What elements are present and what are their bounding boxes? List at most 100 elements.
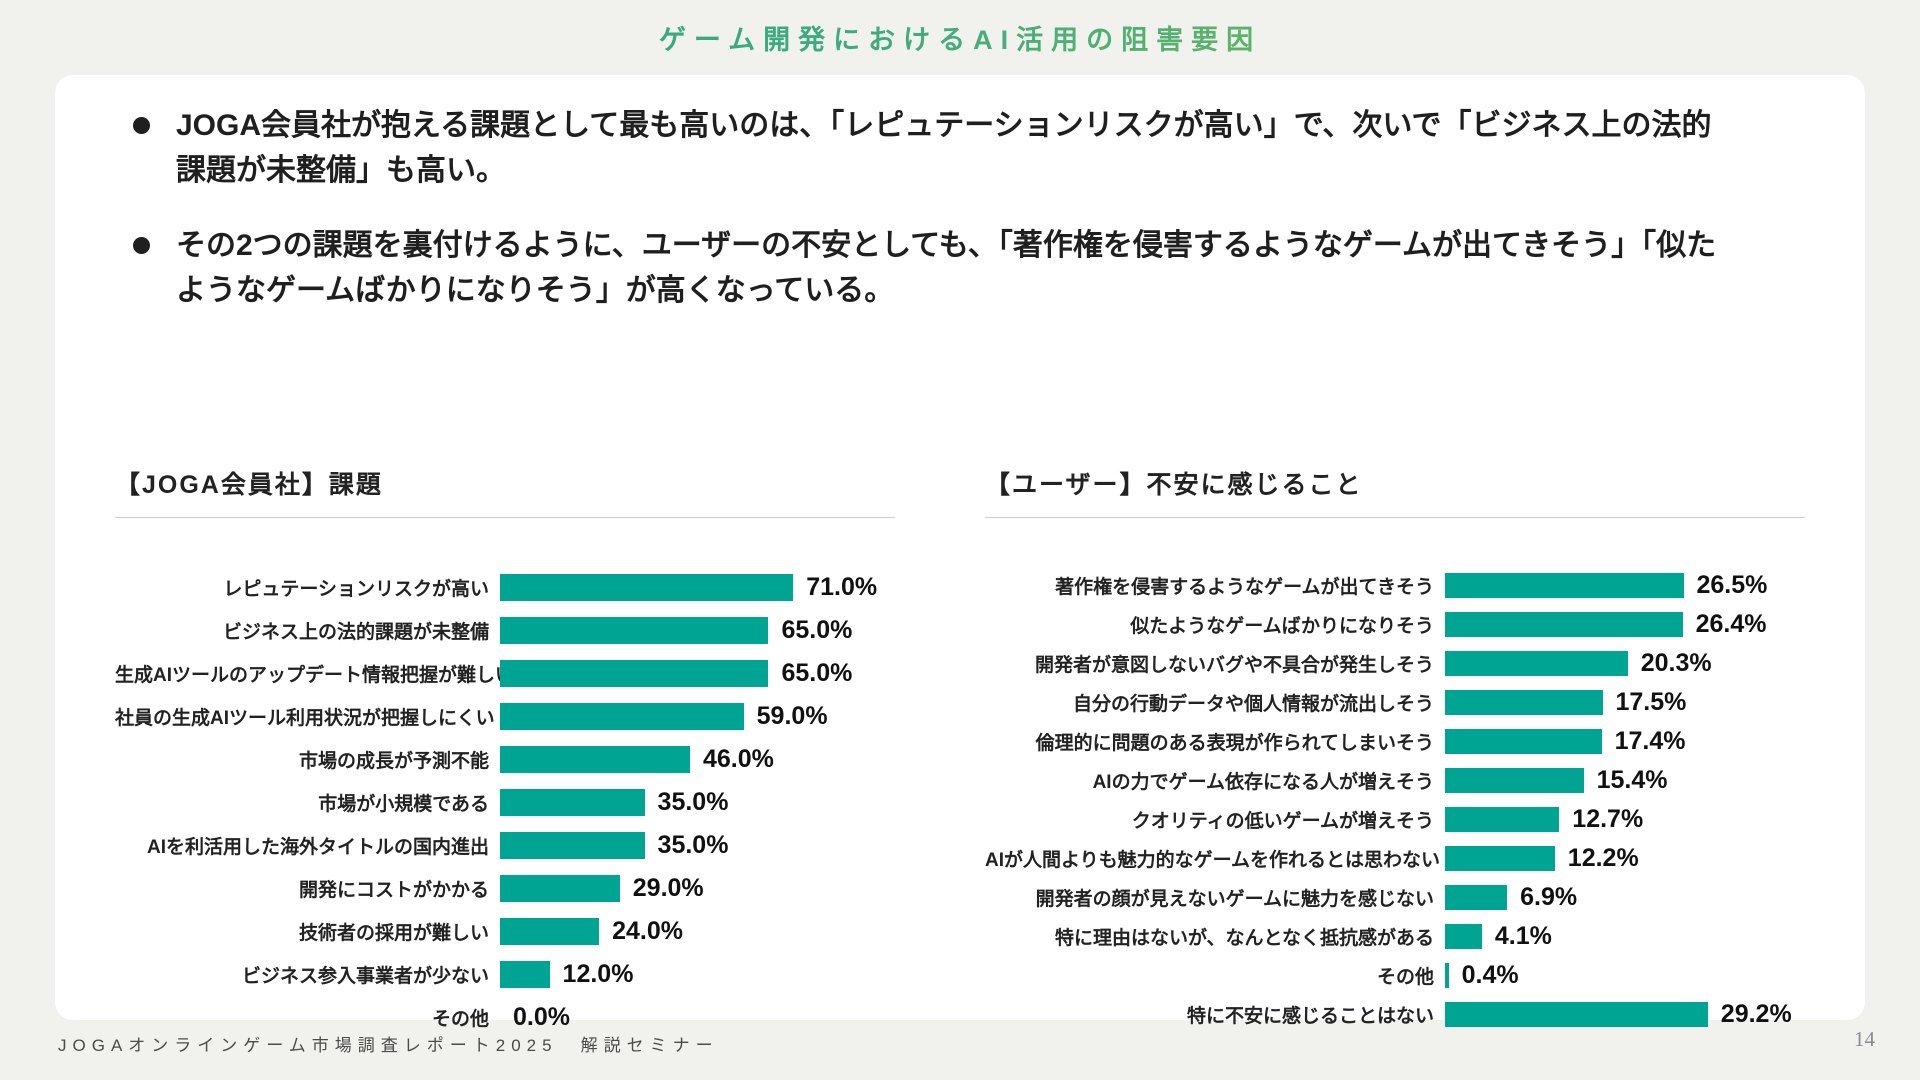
bar-value-label: 35.0%	[657, 788, 729, 816]
bar-value-label: 26.5%	[1696, 571, 1768, 599]
bar-row: 開発にコストがかかる 29.0%	[115, 867, 895, 910]
bar-track: 20.3%	[1445, 649, 1805, 678]
bullet-text-2: その2つの課題を裏付けるように、ユーザーの不安としても、「著作権を侵害するような…	[176, 229, 1717, 307]
bar-row: ビジネス上の法的課題が未整備 65.0%	[115, 609, 895, 652]
bullet-item-1: JOGA会員社が抱える課題として最も高いのは、「レピュテーションリスクが高い」で…	[115, 103, 1805, 193]
bar-category-label: その他	[431, 1009, 489, 1030]
chart-joga-members: 【JOGA会員社】課題 レピュテーションリスクが高い 71.0% ビジネス上の法的課…	[115, 465, 895, 1039]
bar-fill	[1445, 924, 1482, 949]
bar-category-label: 市場が小規模である	[318, 794, 489, 815]
bar-value-label: 12.0%	[562, 960, 634, 988]
bar-category-label: レピュテーションリスクが高い	[223, 579, 489, 600]
bar-value-label: 4.1%	[1494, 922, 1552, 950]
bar-track: 24.0%	[500, 917, 895, 946]
bar-value-label: 0.4%	[1461, 961, 1519, 989]
bar-value-label: 29.2%	[1720, 1000, 1792, 1028]
bullet-text-1: JOGA会員社が抱える課題として最も高いのは、「レピュテーションリスクが高い」で…	[176, 109, 1712, 187]
bar-row: 自分の行動データや個人情報が流出しそう 17.5%	[985, 683, 1805, 722]
bar-row: 生成AIツールのアップデート情報把握が難しい 65.0%	[115, 652, 895, 695]
bar-category-label: ビジネス上の法的課題が未整備	[222, 622, 489, 643]
bar-value-label: 65.0%	[781, 616, 853, 644]
bar-fill	[1445, 885, 1508, 910]
bar-row: クオリティの低いゲームが増えそう 12.7%	[985, 800, 1805, 839]
bar-category-label: 開発者が意図しないバグや不具合が発生しそう	[1034, 655, 1434, 676]
bar-value-label: 65.0%	[781, 659, 853, 687]
bar-row: 開発者が意図しないバグや不具合が発生しそう 20.3%	[985, 644, 1805, 683]
bar-category-label: その他	[1376, 967, 1434, 988]
bar-fill	[500, 574, 794, 601]
bar-category-label: 技術者の採用が難しい	[298, 923, 489, 944]
bar-row: 社員の生成AIツール利用状況が把握しにくい 59.0%	[115, 695, 895, 738]
bar-category-label: 社員の生成AIツール利用状況が把握しにくい	[115, 708, 495, 729]
bar-row: AIを利活用した海外タイトルの国内進出 35.0%	[115, 824, 895, 867]
bar-track: 4.1%	[1445, 922, 1805, 951]
bar-category-label: 似たようなゲームばかりになりそう	[1130, 616, 1434, 637]
bar-track: 71.0%	[500, 573, 895, 602]
bar-row: レピュテーションリスクが高い 71.0%	[115, 566, 895, 609]
bar-category-label: 著作権を侵害するようなゲームが出てきそう	[1055, 577, 1434, 598]
bar-track: 12.2%	[1445, 844, 1805, 873]
bar-row: その他 0.0%	[115, 996, 895, 1039]
bar-value-label: 17.5%	[1615, 688, 1687, 716]
bar-fill	[500, 617, 769, 644]
bar-value-label: 12.2%	[1567, 844, 1639, 872]
bar-row: AIの力でゲーム依存になる人が増えそう 15.4%	[985, 761, 1805, 800]
bar-value-label: 17.4%	[1614, 727, 1686, 755]
bar-row: 特に不安に感じることはない 29.2%	[985, 995, 1805, 1034]
bar-track: 26.5%	[1445, 571, 1805, 600]
bar-value-label: 6.9%	[1520, 883, 1578, 911]
bar-fill	[1445, 768, 1584, 793]
bar-fill	[500, 918, 600, 945]
bar-row: 開発者の顔が見えないゲームに魅力を感じない 6.9%	[985, 878, 1805, 917]
bar-track: 59.0%	[500, 702, 895, 731]
bar-category-label: ビジネス参入事業者が少ない	[241, 966, 489, 987]
bar-track: 17.5%	[1445, 688, 1805, 717]
bar-value-label: 35.0%	[657, 831, 729, 859]
bar-row: 市場の成長が予測不能 46.0%	[115, 738, 895, 781]
bar-fill	[1445, 573, 1684, 598]
content-card: JOGA会員社が抱える課題として最も高いのは、「レピュテーションリスクが高い」で…	[55, 75, 1865, 1031]
bar-fill	[1445, 729, 1602, 754]
bar-track: 0.4%	[1445, 961, 1805, 990]
bar-category-label: 倫理的に問題のある表現が作られてしまいそう	[1035, 733, 1434, 754]
slide-title: ゲーム開発におけるAI活用の阻害要因	[0, 0, 1920, 57]
summary-bullets: JOGA会員社が抱える課題として最も高いのは、「レピュテーションリスクが高い」で…	[115, 103, 1805, 313]
bar-row: 特に理由はないが、なんとなく抵抗感がある 4.1%	[985, 917, 1805, 956]
bar-category-label: 特に不安に感じることはない	[1186, 1006, 1434, 1027]
bar-track: 12.0%	[500, 960, 895, 989]
bar-row: ビジネス参入事業者が少ない 12.0%	[115, 953, 895, 996]
bar-value-label: 59.0%	[756, 702, 828, 730]
bar-value-label: 20.3%	[1640, 649, 1712, 677]
bar-track: 65.0%	[500, 659, 895, 688]
bar-fill	[500, 961, 550, 988]
charts-section: 【JOGA会員社】課題 レピュテーションリスクが高い 71.0% ビジネス上の法的課…	[115, 465, 1805, 1039]
bar-fill	[1445, 846, 1555, 871]
bar-fill	[1445, 690, 1603, 715]
bar-category-label: AIの力でゲーム依存になる人が増えそう	[1092, 772, 1434, 793]
bar-track: 29.0%	[500, 874, 895, 903]
bar-category-label: 自分の行動データや個人情報が流出しそう	[1072, 694, 1434, 715]
bar-track: 35.0%	[500, 831, 895, 860]
bar-category-label: 市場の成長が予測不能	[298, 751, 489, 772]
bar-track: 15.4%	[1445, 766, 1805, 795]
bar-fill	[500, 832, 645, 859]
bar-fill	[500, 746, 690, 773]
bar-track: 35.0%	[500, 788, 895, 817]
bar-track: 17.4%	[1445, 727, 1805, 756]
chart-users: 【ユーザー】不安に感じること 著作権を侵害するようなゲームが出てきそう 26.5%…	[985, 465, 1805, 1039]
bullet-dot-icon	[133, 237, 150, 254]
bar-value-label: 24.0%	[612, 917, 683, 945]
bar-track: 46.0%	[500, 745, 895, 774]
bar-category-label: 生成AIツールのアップデート情報把握が難しい	[115, 665, 515, 686]
bar-value-label: 29.0%	[632, 874, 704, 902]
bar-fill	[1445, 963, 1449, 988]
bar-value-label: 15.4%	[1596, 766, 1668, 794]
bar-fill	[1445, 1002, 1708, 1027]
bar-track: 0.0%	[500, 1003, 895, 1032]
chart-rows-users: 著作権を侵害するようなゲームが出てきそう 26.5% 似たようなゲームばかりになりそ…	[985, 566, 1805, 1034]
chart-title-joga: 【JOGA会員社】課題	[115, 465, 895, 518]
bar-fill	[500, 789, 645, 816]
chart-title-users: 【ユーザー】不安に感じること	[985, 465, 1805, 518]
bar-fill	[1445, 807, 1560, 832]
bullet-item-2: その2つの課題を裏付けるように、ユーザーの不安としても、「著作権を侵害するような…	[115, 223, 1805, 313]
